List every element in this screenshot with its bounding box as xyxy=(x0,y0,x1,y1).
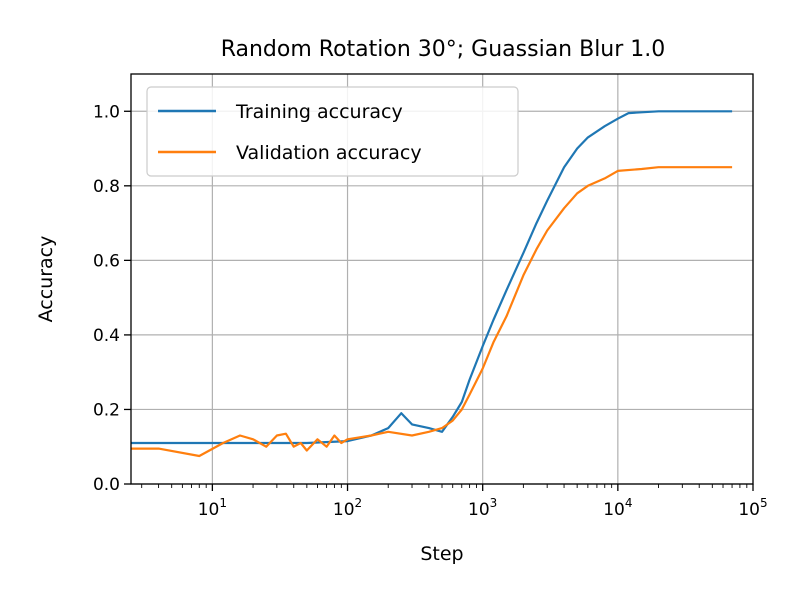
y-tick-label: 0.6 xyxy=(93,251,120,271)
legend-label-1: Validation accuracy xyxy=(236,142,422,164)
series-line-0 xyxy=(131,110,733,445)
x-tick-label: 101 xyxy=(198,496,227,520)
y-axis-label: Accuracy xyxy=(35,236,57,323)
x-tick-label: 103 xyxy=(468,496,497,520)
legend-box xyxy=(146,86,519,177)
y-axis: 0.0 0.2 0.4 0.6 0.8 1.0 xyxy=(93,102,131,495)
series-line-1 xyxy=(131,166,733,458)
y-tick-label: 1.0 xyxy=(93,102,120,122)
plot-area xyxy=(131,110,733,458)
x-tick-label: 102 xyxy=(333,496,362,520)
y-tick-label: 0.2 xyxy=(93,400,120,420)
y-tick-label: 0.8 xyxy=(93,177,120,197)
chart-title: Random Rotation 30°; Guassian Blur 1.0 xyxy=(221,37,666,62)
x-tick-label: 105 xyxy=(738,496,767,520)
y-tick-label: 0.4 xyxy=(93,326,120,346)
x-tick-label: 104 xyxy=(603,496,632,520)
legend: Training accuracy Validation accuracy xyxy=(146,86,519,177)
legend-label-0: Training accuracy xyxy=(235,101,403,123)
x-axis-label: Step xyxy=(420,543,463,565)
x-axis: 101 102 103 104 105 xyxy=(141,484,768,520)
y-tick-label: 0.0 xyxy=(93,475,120,495)
